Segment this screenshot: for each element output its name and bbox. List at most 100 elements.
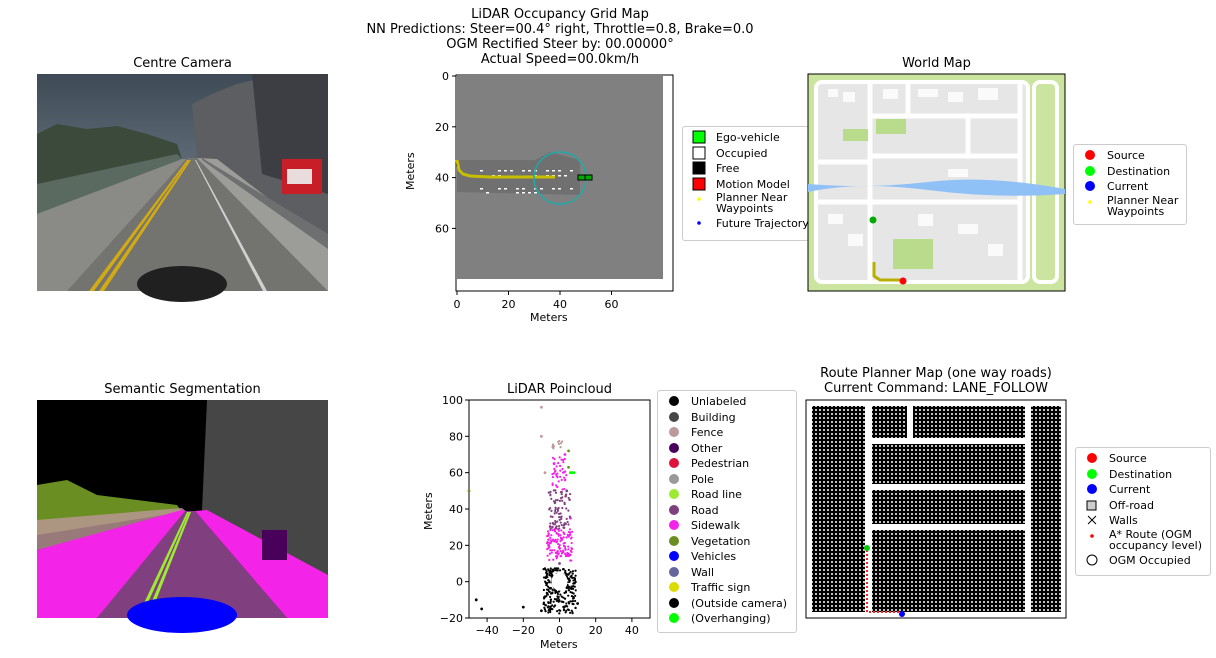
lidar-point [575, 575, 577, 577]
lidar-point [475, 598, 478, 601]
lidar-point [561, 500, 563, 502]
ogm-xtick-label: 60 [605, 298, 619, 311]
lidar-point [569, 534, 571, 536]
lidar-point [558, 516, 560, 518]
lidar-point [556, 532, 558, 534]
lidar-point [557, 569, 559, 571]
lidar-point [562, 606, 564, 608]
ogm-occupied-cell [552, 170, 555, 172]
lidar-point [574, 600, 576, 602]
lidar-point [569, 528, 571, 530]
routeplanner-legend-label: Walls [1109, 513, 1138, 529]
lidar-point [542, 603, 544, 605]
lidar-ego-gap [552, 573, 568, 591]
ogm-legend-item: Motion Model [683, 177, 808, 193]
lidar-point [547, 568, 549, 570]
lidar-point [547, 555, 549, 557]
lidar-point [544, 610, 546, 612]
lidar-point [563, 545, 565, 547]
lidar-point [569, 493, 571, 495]
routeplanner-legend-marker [1084, 498, 1100, 513]
lidar-point [562, 527, 564, 529]
lidar-point [561, 479, 563, 481]
routeplanner-legend-marker [1084, 513, 1100, 528]
worldmap-legend-item: Current [1074, 179, 1186, 195]
lidar-point [552, 444, 554, 446]
ogm-ylabel: Meters [404, 152, 417, 190]
lidar-point [571, 531, 573, 533]
routeplanner-legend-item: A* Route (OGM occupancy level) [1076, 529, 1210, 553]
ogm-ytick-label: 60 [435, 222, 449, 235]
lidar-point [549, 507, 551, 509]
ogm-occupied-cell [528, 170, 531, 172]
lidar-point [561, 524, 563, 526]
lidar-point [551, 473, 553, 475]
lidar-legend-item: Vegetation [658, 534, 796, 550]
lidar-point [572, 570, 574, 572]
lidar-point [556, 541, 558, 543]
lidar-legend-item: Fence [658, 425, 796, 441]
lidar-legend-label: Pedestrian [691, 456, 749, 472]
suptitle-line1: LiDAR Occupancy Grid Map [300, 7, 820, 22]
ogm-yticks: 0204060 [435, 70, 456, 235]
lidar-point [552, 447, 554, 449]
lidar-point [548, 574, 550, 576]
routeplanner-legend-label: Current [1109, 482, 1150, 498]
lidar-point [569, 515, 571, 517]
lidar-legend-marker [666, 410, 682, 425]
lidar-legend-marker [666, 518, 682, 533]
lidar-ytick-label: 0 [456, 576, 463, 589]
lidar-point [548, 581, 550, 583]
lidar-legend-item: (Outside camera) [658, 596, 796, 612]
lidar-point [558, 527, 560, 529]
lidar-point [553, 500, 555, 502]
lidar-point [558, 599, 560, 601]
ogm-ytick-label: 20 [435, 121, 449, 134]
lidar-point [559, 610, 561, 612]
lidar-point [568, 579, 570, 581]
lidar-point [555, 591, 557, 593]
lidar-legend-item: Wall [658, 565, 796, 581]
ogm-occupied-cell [570, 188, 573, 190]
worldmap-legend-item: Destination [1074, 164, 1186, 180]
lidar-point [570, 571, 572, 573]
lidar-point [549, 522, 551, 524]
figure-suptitle: LiDAR Occupancy Grid Map NN Predictions:… [300, 7, 820, 67]
lidar-ytick-label: 100 [442, 394, 463, 407]
lidar-point [547, 579, 549, 581]
routeplanner-legend-marker [1084, 482, 1100, 497]
routeplanner-legend: Source Destination Current Off-road Walls A* … [1075, 447, 1211, 576]
ogm-occupied-cell [540, 188, 543, 190]
lidar-point [569, 612, 571, 614]
lidar-point [564, 479, 566, 481]
ogm-ego-vehicle [578, 175, 585, 180]
lidar-legend-item: Unlabeled [658, 394, 796, 410]
lidar-legend-label: Other [691, 441, 722, 457]
lidar-legend-item: Sidewalk [658, 518, 796, 534]
lidar-point [558, 535, 560, 537]
routeplanner-title-line2: Current Command: LANE_FOLLOW [806, 381, 1066, 396]
lidar-point [574, 607, 576, 609]
lidar-point [559, 465, 561, 467]
lidar-point [562, 597, 564, 599]
worldmap-legend-item: Source [1074, 148, 1186, 164]
ogm-ytick-label: 0 [442, 70, 449, 83]
worldmap-legend-label: Current [1107, 179, 1148, 195]
lidar-point [546, 542, 548, 544]
lidar-point [556, 520, 558, 522]
lidar-point [564, 542, 566, 544]
lidar-point [570, 551, 572, 553]
lidar-point [573, 577, 575, 579]
lidar-point [550, 592, 552, 594]
lidar-point [574, 570, 576, 572]
lidar-legend-item: Building [658, 410, 796, 426]
lidar-point [561, 507, 563, 509]
lidar-legend-label: Building [691, 410, 736, 426]
lidar-point [546, 588, 548, 590]
ogm-legend-label: Free [716, 161, 739, 177]
lidar-point [572, 582, 574, 584]
lidar-point [554, 470, 556, 472]
ogm-legend-marker [691, 161, 707, 176]
lidar-point [547, 538, 549, 540]
worldmap-legend-marker [1082, 179, 1098, 194]
